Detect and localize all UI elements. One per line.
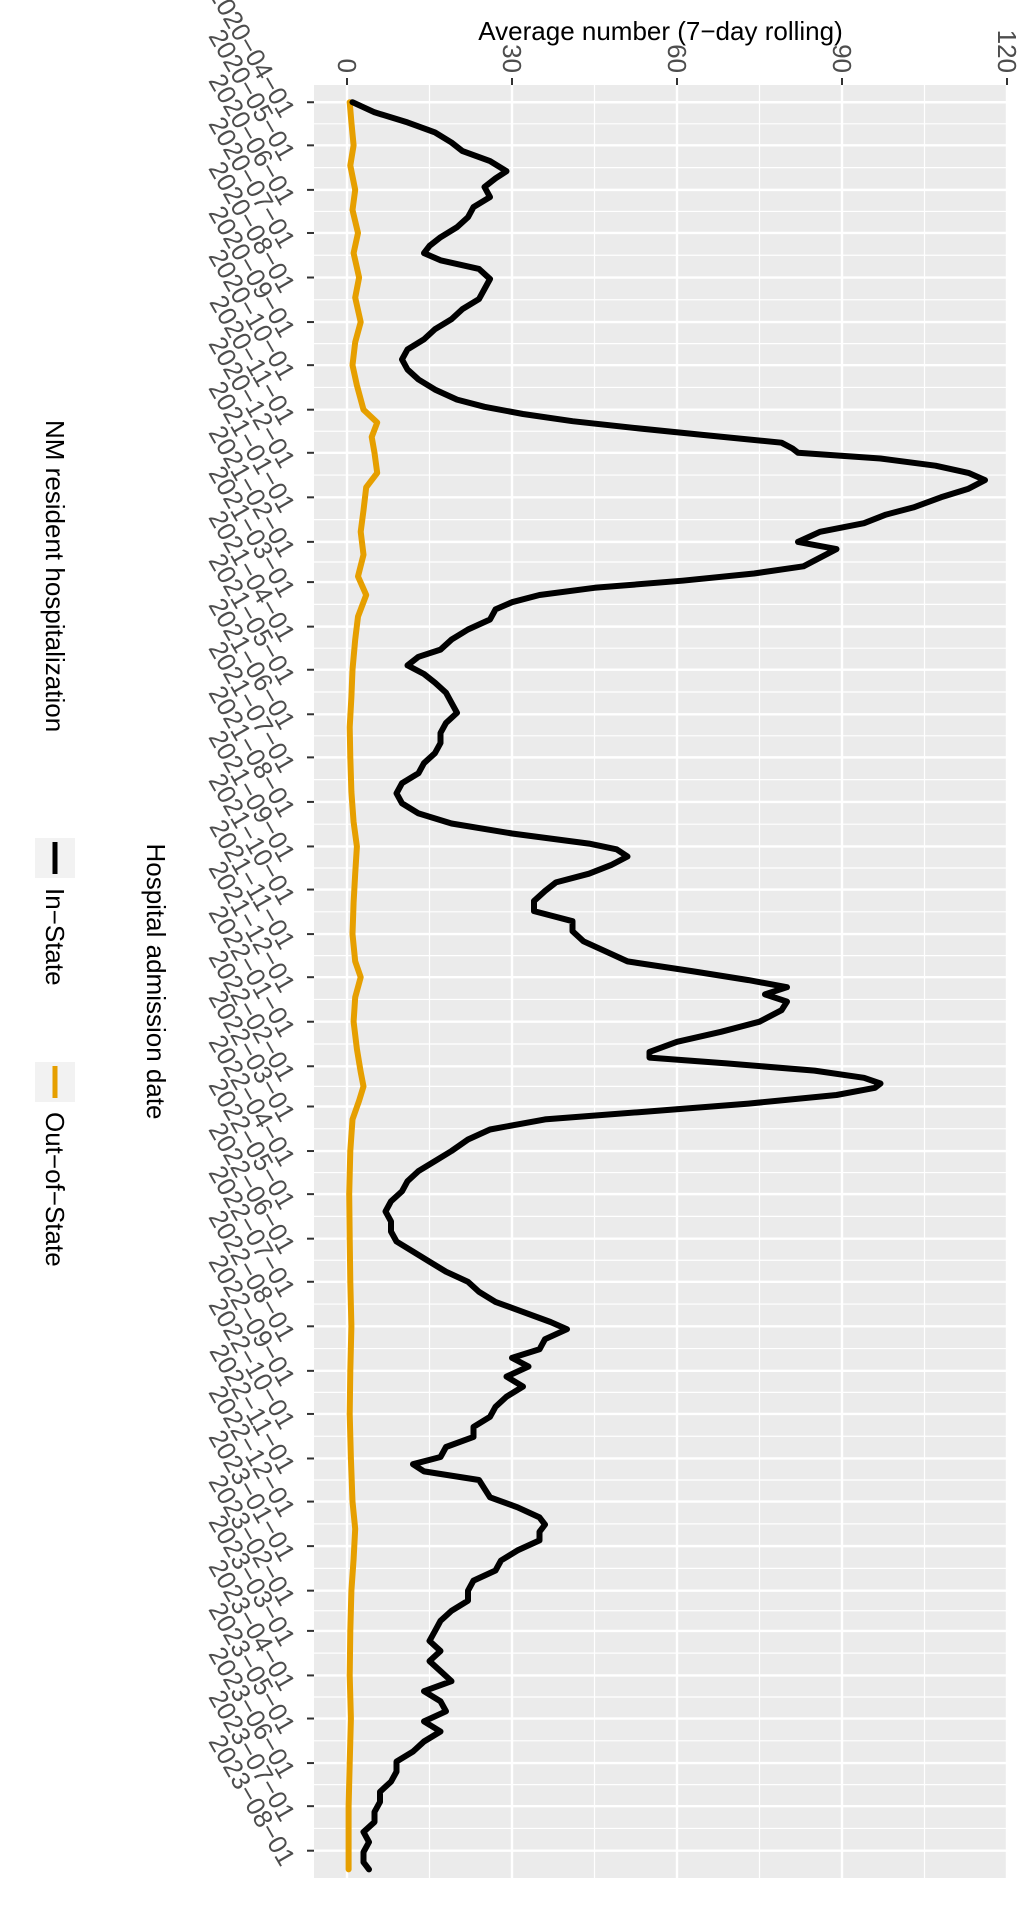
y-tick-label: 60 [662,44,692,73]
y-tick-label: 30 [497,44,527,73]
y-tick-label: 90 [827,44,857,73]
plot-panel [314,85,1007,1878]
y-tick-label: 120 [992,30,1022,73]
rotated-plot: 0 30 60 90 120 2020−04−012020−05−012020−06−0… [35,0,1022,1878]
y-tick-label: 0 [332,59,362,73]
legend-label-out-of-state: Out−of−State [40,1112,70,1267]
series-line-in-state [349,99,988,1873]
series-layer [345,99,988,1873]
legend-label-in-state: In−State [40,888,70,986]
series-line-out-of-state [345,99,381,1873]
major-gridlines [314,85,1009,1878]
legend: NM resident hospitalization In−State Out… [35,420,75,1267]
x-axis: 2020−04−012020−05−012020−06−012020−07−01… [203,0,314,1871]
y-axis-title: Average number (7−day rolling) [478,16,842,46]
minor-gridlines [314,85,1007,1878]
legend-title: NM resident hospitalization [40,420,70,732]
x-axis-title: Hospital admission date [141,843,171,1119]
y-axis: 0 30 60 90 120 [332,30,1022,85]
